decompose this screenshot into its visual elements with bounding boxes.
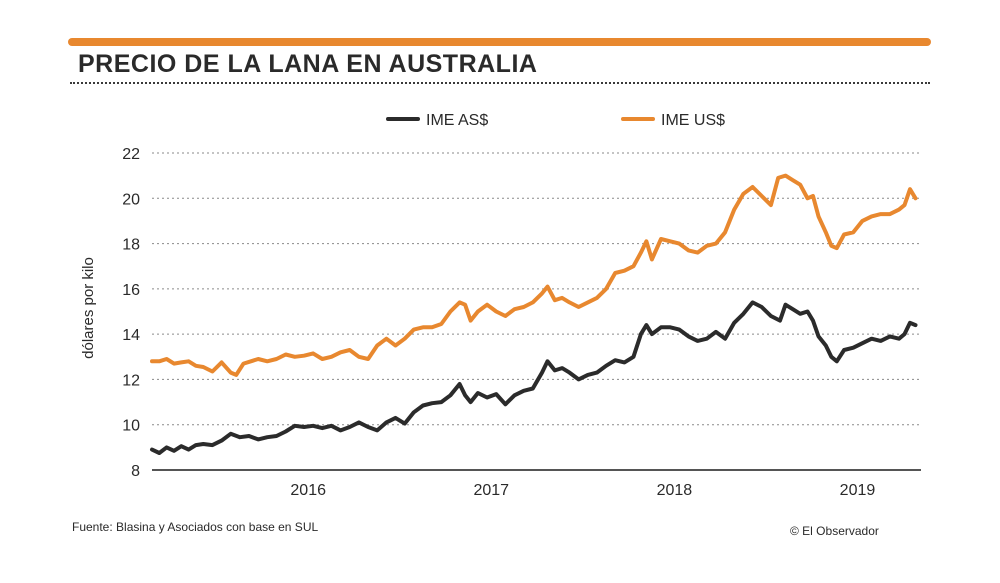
y-tick-label: 18 (122, 237, 140, 254)
series-line-ime-as (150, 300, 918, 455)
y-tick-label: 14 (122, 327, 140, 344)
series-lines (150, 173, 918, 455)
y-tick-label: 20 (122, 191, 140, 208)
x-axis: 2016 2017 2018 2019 (290, 482, 875, 499)
legend: IME AS$ IME US$ (386, 112, 725, 129)
y-axis: 8 10 12 14 16 18 20 22 (122, 146, 140, 480)
y-tick-label: 10 (122, 418, 140, 435)
source-note: Fuente: Blasina y Asociados con base en … (72, 520, 319, 534)
y-tick-label: 16 (122, 282, 140, 299)
legend-label: IME AS$ (426, 112, 488, 129)
chart-title: PRECIO DE LA LANA EN AUSTRALIA (78, 50, 538, 78)
series-line-ime-us (150, 173, 918, 377)
credit-note: © El Observador (790, 524, 879, 538)
y-tick-label: 12 (122, 372, 140, 389)
y-tick-label: 8 (131, 463, 140, 480)
header-accent-bar (68, 38, 931, 46)
x-tick-label-2016: 2016 (290, 482, 326, 499)
x-tick-label-2018: 2018 (657, 482, 693, 499)
y-axis-title: dólares por kilo (80, 257, 97, 359)
legend-label: IME US$ (661, 112, 725, 129)
x-tick-label-2017: 2017 (473, 482, 509, 499)
title-divider (70, 82, 930, 84)
y-tick-label: 22 (122, 146, 140, 163)
x-tick-label-2019: 2019 (840, 482, 876, 499)
gridlines (152, 152, 921, 426)
